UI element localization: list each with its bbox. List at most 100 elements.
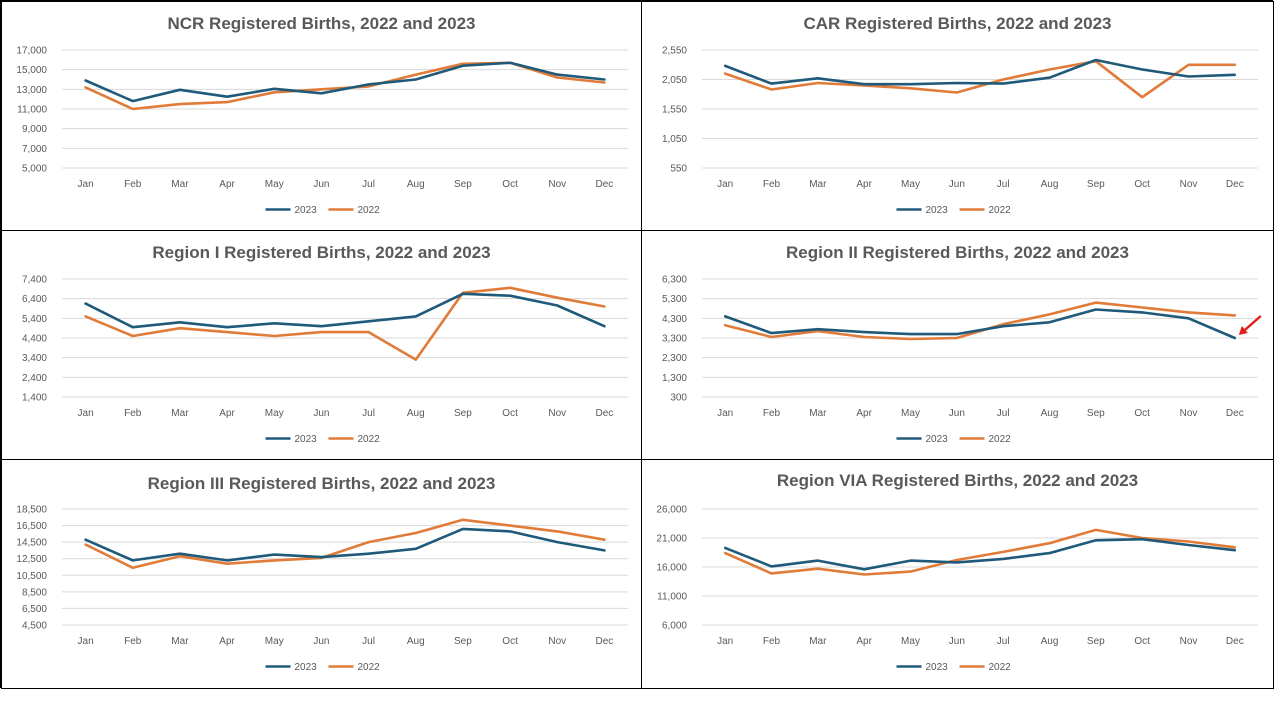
annotation-arrow-head [1238,326,1248,335]
y-tick-label: 2,300 [662,353,687,364]
legend-label-2023: 2023 [295,205,318,216]
legend-label-2023: 2023 [295,434,318,445]
x-tick-label: Feb [763,408,781,419]
chart-title: NCR Registered Births, 2022 and 2023 [167,14,475,33]
y-tick-label: 11,000 [657,592,687,603]
x-tick-label: Nov [548,408,566,419]
series-line-2022 [723,301,1237,341]
y-tick-label: 1,400 [22,393,47,404]
chart-panel-ncr: NCR Registered Births, 2022 and 2023 5,00… [1,1,642,231]
x-tick-label: Jul [362,408,375,419]
x-tick-label: Nov [548,179,566,190]
x-tick-label: Feb [124,408,142,419]
y-tick-label: 4,500 [22,621,47,632]
chart-title: Region III Registered Births, 2022 and 2… [148,474,496,493]
y-tick-label: 8,500 [22,587,47,598]
series-line-2023 [84,61,606,103]
legend-label-2022: 2022 [358,662,381,673]
chart-svg-region-iii: Region III Registered Births, 2022 and 2… [16,474,628,673]
series-line-2023 [723,537,1237,571]
x-tick-label: Feb [763,636,781,647]
x-tick-label: Dec [1226,636,1244,647]
x-tick-label: Jun [949,636,965,647]
y-tick-label: 13,000 [16,85,47,96]
y-tick-label: 550 [670,164,687,175]
x-tick-label: Aug [407,636,425,647]
y-tick-label: 15,000 [16,65,47,76]
x-tick-label: Sep [454,408,472,419]
x-tick-label: May [901,408,920,419]
x-tick-label: Mar [809,408,827,419]
x-tick-label: May [901,179,920,190]
x-tick-label: May [265,408,284,419]
x-tick-label: Nov [1180,636,1198,647]
y-tick-label: 3,400 [22,353,47,364]
chart-panel-region-via: Region VIA Registered Births, 2022 and 2… [641,459,1274,689]
x-tick-label: Apr [856,408,872,419]
series-line-2023 [723,58,1237,86]
legend-label-2022: 2022 [989,434,1012,445]
chart-svg-region-via: Region VIA Registered Births, 2022 and 2… [656,471,1258,673]
x-tick-label: Oct [1134,636,1150,647]
y-tick-label: 12,500 [16,554,47,565]
y-tick-label: 4,300 [662,314,687,325]
chart-grid: NCR Registered Births, 2022 and 2023 5,00… [0,0,1274,689]
x-tick-label: Jul [362,179,375,190]
y-tick-label: 17,000 [16,46,47,57]
x-tick-label: Jan [78,179,94,190]
x-tick-label: Jul [997,408,1010,419]
x-tick-label: Mar [809,636,827,647]
chart-title: Region VIA Registered Births, 2022 and 2… [777,471,1138,490]
y-tick-label: 21,000 [656,534,687,545]
x-tick-label: Feb [763,179,781,190]
x-tick-label: Jan [78,408,94,419]
series-line-2022 [84,518,606,570]
y-tick-label: 10,500 [16,571,47,582]
chart-svg-region-i: Region I Registered Births, 2022 and 202… [22,243,628,445]
x-tick-label: Apr [219,179,235,190]
x-tick-label: Aug [407,408,425,419]
series-line-2023 [84,292,606,329]
legend-label-2023: 2023 [926,434,949,445]
series-line-2022 [84,286,606,361]
x-tick-label: Oct [502,179,518,190]
series-line-2022 [723,59,1237,99]
chart-panel-region-iii: Region III Registered Births, 2022 and 2… [1,459,642,689]
chart-panel-car: CAR Registered Births, 2022 and 2023 550 1… [641,1,1274,231]
x-tick-label: Nov [548,636,566,647]
x-tick-label: Nov [1180,179,1198,190]
y-tick-label: 2,050 [662,75,687,86]
x-tick-label: Aug [407,179,425,190]
x-tick-label: Apr [856,636,872,647]
x-tick-label: Jun [949,408,965,419]
x-tick-label: May [901,636,920,647]
y-tick-label: 4,400 [22,334,47,345]
x-tick-label: Sep [454,179,472,190]
x-tick-label: Feb [124,636,142,647]
x-tick-label: Apr [856,179,872,190]
x-tick-label: Aug [1041,636,1059,647]
x-tick-label: Jul [997,636,1010,647]
x-tick-label: Dec [596,179,614,190]
y-tick-label: 9,000 [22,124,47,135]
y-tick-label: 5,000 [22,164,47,175]
x-tick-label: Jun [313,408,329,419]
x-tick-label: Apr [219,408,235,419]
x-tick-label: Jun [313,179,329,190]
x-tick-label: May [265,179,284,190]
x-tick-label: Jul [997,179,1010,190]
y-tick-label: 18,500 [16,505,47,516]
x-tick-label: Oct [1134,408,1150,419]
y-tick-label: 6,500 [22,604,47,615]
chart-panel-region-ii: Region II Registered Births, 2022 and 20… [641,230,1274,460]
x-tick-label: Jun [949,179,965,190]
y-tick-label: 7,000 [22,144,47,155]
y-tick-label: 1,550 [662,105,687,116]
x-tick-label: Jun [313,636,329,647]
y-tick-label: 16,000 [656,563,687,574]
chart-svg-ncr: NCR Registered Births, 2022 and 2023 5,00… [16,14,628,216]
y-tick-label: 7,400 [22,275,47,286]
x-tick-label: Apr [219,636,235,647]
x-tick-label: Oct [502,636,518,647]
x-tick-label: Jan [78,636,94,647]
